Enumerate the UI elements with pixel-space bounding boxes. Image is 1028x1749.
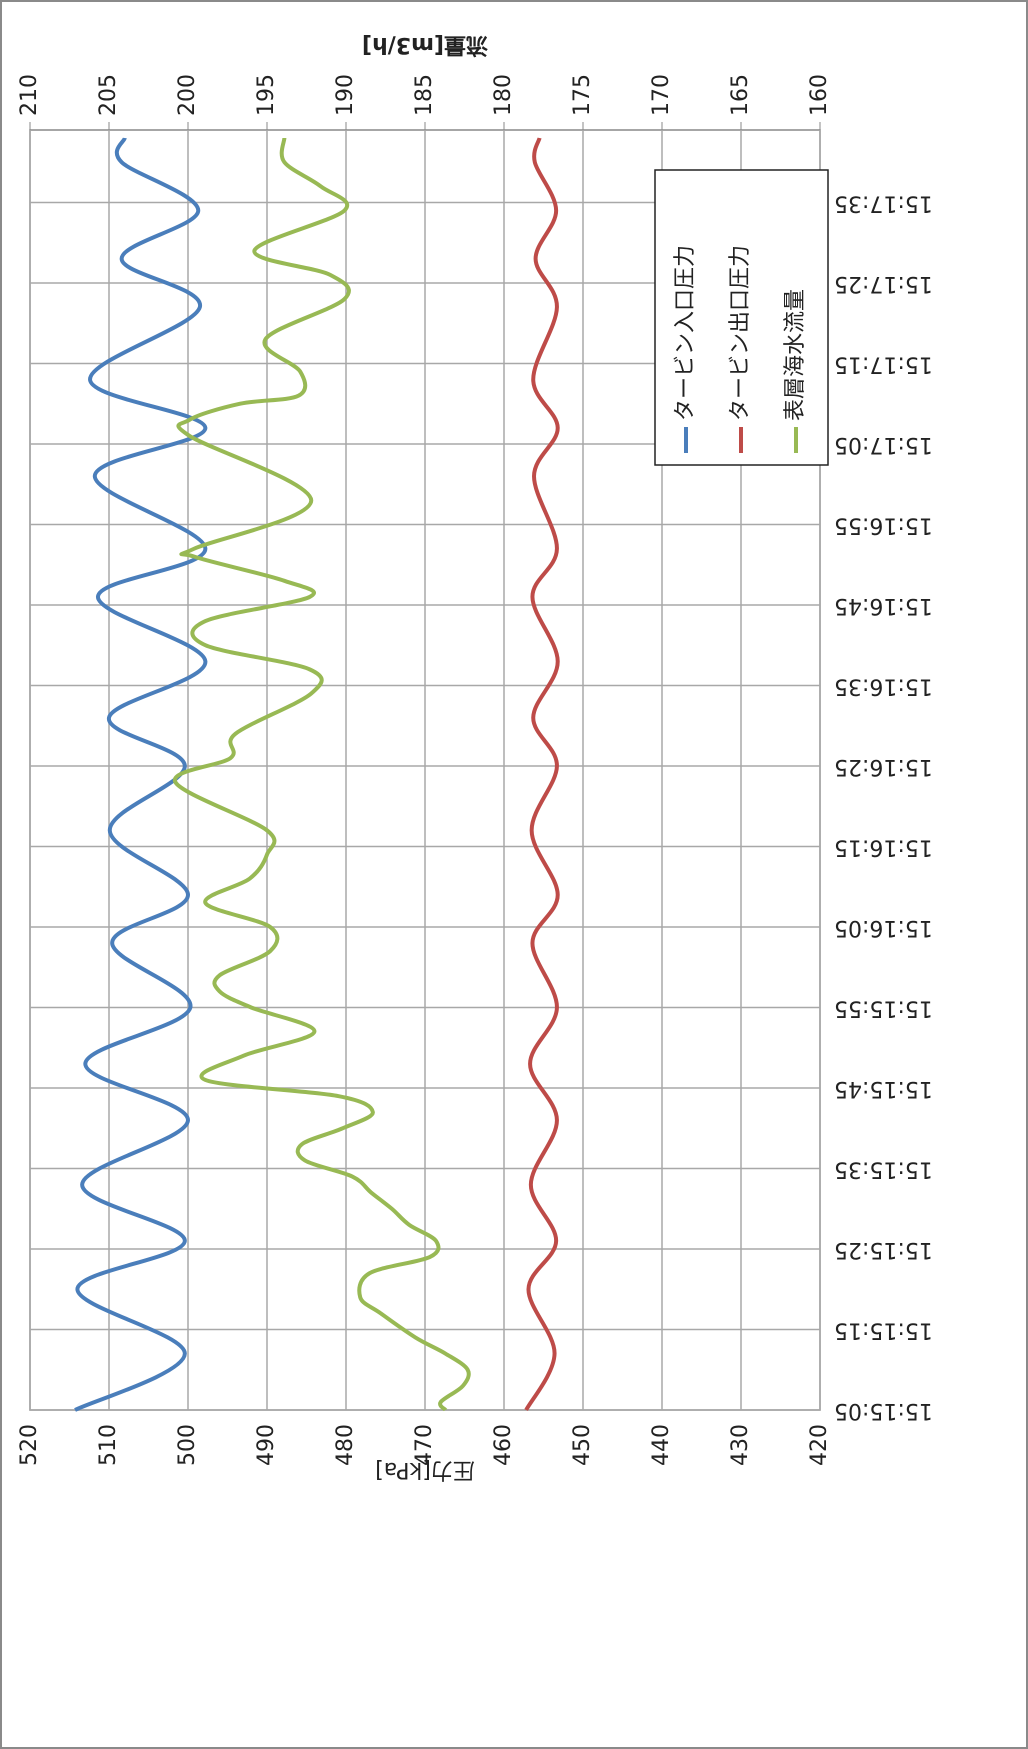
x-tick-label: 15:16:25 (834, 754, 933, 779)
legend: タービン入口圧力 タービン出口圧力 表層海水流量 (654, 169, 829, 466)
y-tick-label: 500 (175, 1424, 200, 1466)
y2-tick-label: 175 (570, 74, 595, 116)
x-tick-label: 15:17:35 (834, 190, 933, 215)
y-axis-title: 圧力[kPa] (375, 1457, 475, 1482)
x-tick-label: 15:17:15 (834, 351, 933, 376)
x-tick-label: 15:16:35 (834, 673, 933, 698)
y2-tick-label: 190 (333, 74, 358, 116)
y2-tick-label: 165 (728, 74, 753, 116)
legend-label: タービン入口圧力 (673, 245, 698, 421)
series-line (173, 137, 471, 1412)
y2-axis-title: 流量[m3/h] (362, 32, 488, 58)
x-tick-label: 15:16:15 (834, 834, 933, 859)
x-tick-label: 15:15:35 (834, 1156, 933, 1181)
legend-box (654, 169, 829, 466)
y-tick-label: 480 (333, 1424, 358, 1466)
y-tick-label: 430 (728, 1424, 753, 1466)
series-line (524, 137, 560, 1411)
legend-label: 表層海水流量 (783, 289, 808, 421)
y2-tick-label: 180 (491, 74, 516, 116)
y-tick-label: 470 (412, 1424, 437, 1466)
x-tick-label: 15:15:05 (834, 1398, 933, 1423)
x-tick-label: 15:15:55 (834, 995, 933, 1020)
y2-tick-label: 195 (254, 74, 279, 116)
x-tick-label: 15:16:05 (834, 915, 933, 940)
y2-tick-label: 185 (412, 74, 437, 116)
y-tick-label: 510 (96, 1424, 121, 1466)
y-tick-label: 450 (570, 1424, 595, 1466)
x-tick-label: 15:16:45 (834, 593, 933, 618)
x-tick-label: 15:15:25 (834, 1237, 933, 1262)
series-line (74, 137, 208, 1412)
y2-tick-label: 210 (17, 74, 42, 116)
y-tick-label: 420 (807, 1424, 832, 1466)
x-tick-label: 15:16:55 (834, 512, 933, 537)
y-tick-label: 460 (491, 1424, 516, 1466)
y-tick-label: 490 (254, 1424, 279, 1466)
x-tick-label: 15:17:05 (834, 432, 933, 457)
y2-tick-label: 170 (649, 74, 674, 116)
y-tick-label: 440 (649, 1424, 674, 1466)
x-tick-label: 15:15:45 (834, 1076, 933, 1101)
x-tick-label: 15:17:25 (834, 271, 933, 296)
y-tick-label: 520 (17, 1424, 42, 1466)
rotated-chart: 420 430 440 450 460 470 480 490 500 510 520 160 165 1… (17, 32, 933, 1482)
legend-label: タービン出口圧力 (728, 245, 753, 421)
x-tick-label: 15:15:15 (834, 1317, 933, 1342)
y2-tick-label: 205 (96, 74, 121, 116)
y2-tick-label: 160 (807, 74, 832, 116)
y2-tick-label: 200 (175, 74, 200, 116)
